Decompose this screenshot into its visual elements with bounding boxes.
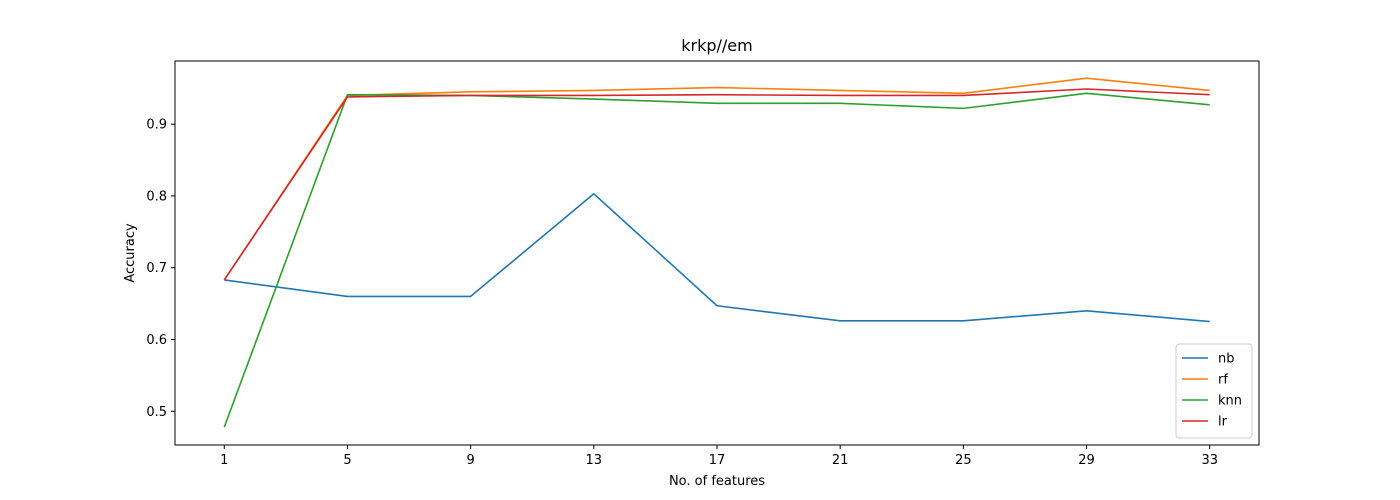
x-tick-label: 25 [955, 453, 972, 468]
legend-label-rf: rf [1218, 373, 1228, 388]
x-tick-label: 17 [709, 453, 726, 468]
series-line-lr [223, 88, 1210, 281]
y-tick-label: 0.8 [146, 189, 167, 204]
x-tick-label: 9 [466, 453, 474, 468]
series-line-knn [223, 92, 1210, 428]
x-axis: 1 5 9 13 17 21 25 29 33 [220, 445, 1218, 468]
plot-area [175, 61, 1259, 445]
legend-label-knn: knn [1218, 394, 1242, 409]
x-tick-label: 13 [586, 453, 603, 468]
chart-title: krkp//em [681, 36, 752, 55]
x-axis-label: No. of features [669, 474, 765, 489]
y-tick-label: 0.7 [146, 261, 167, 276]
y-tick-label: 0.6 [146, 333, 167, 348]
legend-box [1175, 343, 1253, 439]
x-tick-label: 21 [832, 453, 849, 468]
legend-label-lr: lr [1218, 415, 1228, 430]
y-tick-label: 0.5 [146, 405, 167, 420]
series-line-nb [224, 192, 1210, 323]
x-tick-label: 1 [220, 453, 228, 468]
x-tick-label: 33 [1201, 453, 1218, 468]
legend: nb rf knn lr [1175, 343, 1253, 439]
x-tick-label: 5 [343, 453, 351, 468]
y-axis-label: Accuracy [123, 223, 138, 283]
series-layer [223, 77, 1210, 428]
y-axis: 0.5 0.6 0.7 0.8 0.9 [146, 118, 175, 420]
x-tick-label: 29 [1078, 453, 1095, 468]
y-tick-label: 0.9 [146, 118, 167, 133]
legend-label-nb: nb [1218, 352, 1235, 367]
